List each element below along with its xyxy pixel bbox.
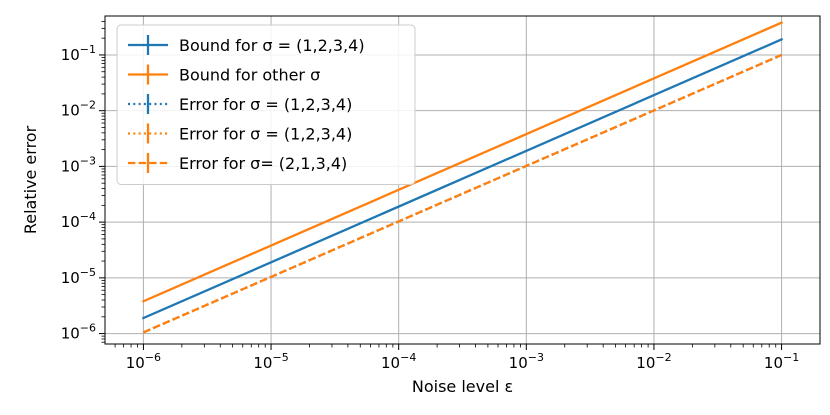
x-tick-label: 10−5	[253, 351, 288, 372]
legend-box	[116, 24, 416, 185]
y-tick-label: 10−4	[61, 210, 96, 231]
series-line-2	[141, 21, 784, 303]
x-axis-title: Noise level ε	[412, 377, 513, 396]
x-tick-label: 10−3	[509, 351, 544, 372]
ticks: 10−6 10−5 10−4 10−3 10−2 10−1 10−6 10−5 10−4 10−3…	[61, 21, 799, 372]
legend-label-2: Bound for other σ	[179, 66, 320, 85]
legend: Bound for σ = (1,2,3,4) Bound for other σ…	[116, 24, 416, 185]
legend-label-3: Error for σ = (1,2,3,4)	[179, 95, 352, 114]
series-layer	[141, 21, 784, 334]
legend-label-1: Bound for σ = (1,2,3,4)	[179, 36, 365, 55]
legend-label-4: Error for σ = (1,2,3,4)	[179, 125, 352, 144]
y-axis-title: Relative error	[21, 125, 40, 234]
x-tick-label: 10−1	[764, 351, 799, 372]
y-tick-label: 10−2	[61, 99, 96, 120]
x-tick-label: 10−4	[381, 351, 416, 372]
y-tick-label: 10−1	[61, 43, 96, 64]
y-tick-label: 10−5	[61, 266, 96, 287]
y-tick-label: 10−6	[61, 322, 96, 343]
legend-label-5: Error for σ= (2,1,3,4)	[179, 154, 347, 173]
y-tick-label: 10−3	[61, 154, 96, 175]
x-tick-label: 10−2	[636, 351, 671, 372]
x-tick-label: 10−6	[126, 351, 161, 372]
series-line-1	[141, 37, 784, 320]
plot-frame	[104, 15, 821, 345]
